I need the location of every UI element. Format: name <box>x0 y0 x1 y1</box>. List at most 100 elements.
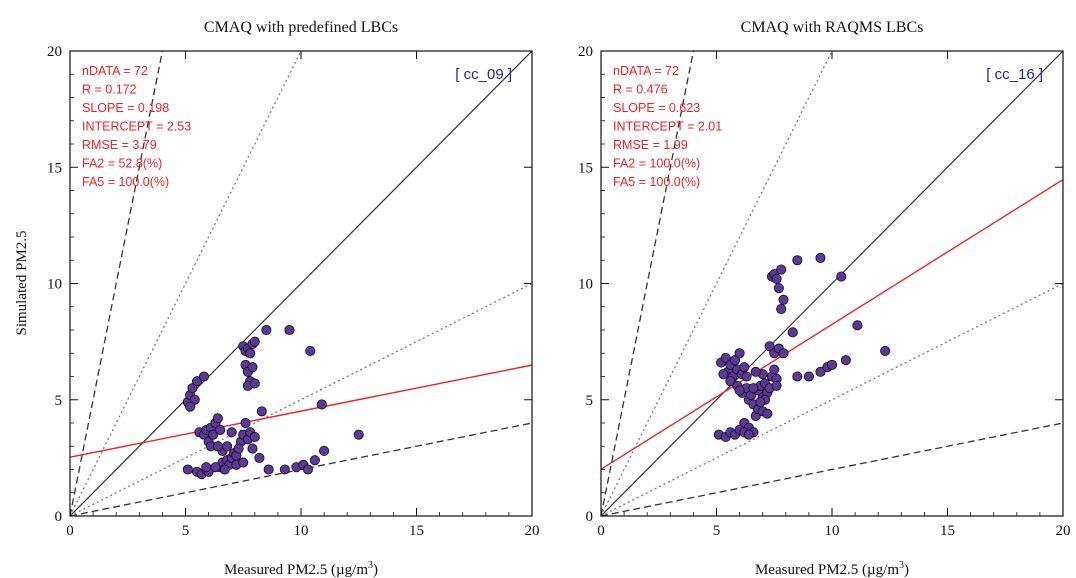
left-reference-lines <box>70 51 532 516</box>
right-data-point <box>787 327 798 338</box>
right-data-point <box>815 366 826 377</box>
left-data-point <box>191 376 203 387</box>
left-x-axis-label-sup: 3 <box>368 560 373 571</box>
right-reference-lines <box>601 51 1063 516</box>
left-data-point <box>279 464 290 475</box>
left-x-axis-label-close: ) <box>373 562 378 578</box>
left-data-point <box>219 464 230 475</box>
right-one-to-one-line <box>601 51 1063 516</box>
right-y-tick-label: 0 <box>586 509 594 525</box>
left-data-point <box>198 371 210 382</box>
left-data-point <box>189 394 200 405</box>
left-x-tick-label: 5 <box>182 523 190 539</box>
right-data-point <box>718 369 729 380</box>
right-stats-block: nDATA = 72 R = 0.476 SLOPE = 0.623 INTERCEP… <box>613 64 722 189</box>
left-axis-ticks: 0 5 10 15 20 0 5 10 15 20 <box>47 44 540 539</box>
left-data-point <box>305 345 316 356</box>
left-data-point <box>249 336 260 347</box>
y-axis-label: Simulated PM2.5 <box>14 230 30 335</box>
right-data-point <box>762 408 773 419</box>
left-regression-line <box>70 364 532 458</box>
right-y-tick-label: 15 <box>578 160 593 176</box>
left-data-point <box>249 378 260 389</box>
left-y-tick-label: 0 <box>55 509 63 525</box>
right-data-point <box>826 359 838 370</box>
left-stats-line: INTERCEPT = 2.53 <box>82 120 191 134</box>
left-data-point <box>226 427 237 438</box>
left-y-tick-label: 10 <box>47 277 62 293</box>
right-regression-line <box>601 178 1063 470</box>
left-data-point <box>182 464 193 475</box>
left-data-point <box>249 431 260 443</box>
left-data-point <box>238 457 249 468</box>
left-stats-line: FA5 = 100.0(%) <box>82 175 169 189</box>
right-data-point <box>792 371 803 382</box>
right-data-point <box>725 376 736 387</box>
left-data-points <box>182 324 364 480</box>
left-panel-title: CMAQ with predefined LBCs <box>204 19 398 36</box>
left-x-tick-label: 20 <box>525 523 540 539</box>
right-data-point <box>836 271 847 282</box>
left-data-point <box>284 324 295 336</box>
right-stats-line: FA5 = 100.0(%) <box>613 175 700 189</box>
right-x-axis-label-main: Measured PM2.5 (µg/m <box>755 562 899 578</box>
left-stats-line: SLOPE = 0.198 <box>82 101 169 115</box>
right-stats-line: R = 0.476 <box>613 83 668 97</box>
left-data-point <box>302 464 313 475</box>
left-stats-line: R = 0.172 <box>82 83 137 97</box>
left-data-point <box>245 348 256 359</box>
right-y-tick-label: 5 <box>586 393 594 409</box>
left-scatter-panel: CMAQ with predefined LBCs Measured PM2.5… <box>47 19 540 578</box>
right-data-point <box>734 348 745 359</box>
left-y-tick-label: 5 <box>55 393 63 409</box>
left-stats-line: RMSE = 3.79 <box>82 138 157 152</box>
left-data-point <box>240 417 251 429</box>
right-data-point <box>803 371 814 382</box>
right-data-point <box>880 345 891 356</box>
right-data-point <box>720 352 731 363</box>
right-data-point <box>840 355 851 366</box>
left-data-point <box>256 406 267 417</box>
left-data-point <box>254 452 265 463</box>
left-x-tick-label: 10 <box>294 523 309 539</box>
right-scatter-panel: CMAQ with RAQMS LBCs Measured PM2.5 (µg/… <box>578 19 1071 578</box>
left-marks-layer: 0 5 10 15 20 0 5 10 15 20 nDATA = 72 R = 0.172 SLOPE… <box>47 44 540 539</box>
right-x-tick-label: 5 <box>713 523 721 539</box>
right-data-point <box>815 252 826 263</box>
left-fa2-lower-line <box>70 282 532 516</box>
left-case-tag: [ cc_09 ] <box>455 66 512 83</box>
left-data-point <box>201 462 212 473</box>
right-data-point <box>734 385 745 396</box>
right-case-tag: [ cc_16 ] <box>986 66 1043 83</box>
right-x-tick-label: 10 <box>825 523 840 539</box>
left-data-point <box>208 429 219 440</box>
right-data-point <box>776 264 787 275</box>
right-x-tick-label: 0 <box>597 523 605 539</box>
right-data-point <box>776 304 787 315</box>
left-data-point <box>187 383 198 394</box>
left-y-tick-label: 15 <box>47 160 62 176</box>
right-stats-line: nDATA = 72 <box>613 64 679 78</box>
left-stats-block: nDATA = 72 R = 0.172 SLOPE = 0.198 INTERCEP… <box>82 64 191 189</box>
right-x-tick-label: 20 <box>1056 523 1071 539</box>
left-data-point <box>261 324 272 336</box>
right-data-point <box>771 380 782 391</box>
right-data-point <box>792 255 803 266</box>
left-data-point <box>212 413 223 424</box>
left-data-point <box>233 443 244 454</box>
right-panel-title: CMAQ with RAQMS LBCs <box>741 19 924 36</box>
left-data-point <box>212 441 223 452</box>
right-x-tick-label: 15 <box>940 523 955 539</box>
right-x-axis-label: Measured PM2.5 (µg/m3) <box>755 560 909 578</box>
right-data-point <box>739 362 750 373</box>
left-data-point <box>263 464 274 475</box>
right-data-point <box>773 283 784 294</box>
left-data-point <box>215 424 226 436</box>
left-data-point <box>222 441 233 452</box>
left-one-to-one-line <box>70 51 532 516</box>
right-data-point <box>778 294 789 305</box>
right-axis-ticks: 0 5 10 15 20 0 5 10 15 20 <box>578 44 1071 539</box>
right-data-point <box>750 366 761 377</box>
left-fa5-lower-line <box>70 422 532 516</box>
